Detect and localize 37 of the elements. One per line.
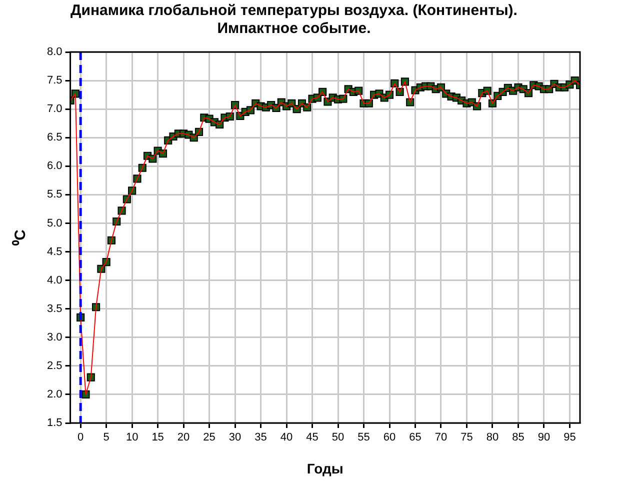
y-tick-label: 1.5 <box>46 417 62 430</box>
y-axis-title: ⁰C <box>11 229 30 246</box>
x-tick-label: 75 <box>460 432 473 444</box>
x-axis-title: Годы <box>306 460 344 476</box>
y-tick-label: 6.0 <box>46 160 62 172</box>
x-tick-label: 60 <box>383 432 396 444</box>
x-tick-label: 95 <box>564 432 576 444</box>
x-tick-label: 0 <box>78 432 84 444</box>
chart-title: Динамика глобальной температуры воздуха. (Континенты). Импактное событие. <box>70 2 518 38</box>
x-tick-label: 25 <box>203 432 216 444</box>
x-tick-label: 70 <box>434 432 448 444</box>
x-tick-label: 15 <box>152 432 164 444</box>
x-tick-label: 85 <box>512 432 524 444</box>
y-tick-label: 7.0 <box>46 103 62 116</box>
x-tick-label: 50 <box>332 432 344 444</box>
y-tick-label: 4.0 <box>46 274 62 286</box>
y-tick-label: 3.0 <box>46 331 62 344</box>
x-tick-label: 65 <box>409 432 422 444</box>
y-tick-label: 3.5 <box>46 302 62 315</box>
y-tick-label: 8.0 <box>46 46 62 58</box>
y-tick-label: 6.5 <box>46 132 62 144</box>
x-tick-label: 30 <box>228 432 242 444</box>
x-tick-label: 90 <box>538 432 550 444</box>
x-tick-label: 45 <box>306 432 318 444</box>
x-tick-label: 5 <box>103 432 110 444</box>
x-tick-label: 10 <box>126 432 138 444</box>
y-tick-label: 2.5 <box>46 360 62 372</box>
x-tick-label: 80 <box>486 432 499 444</box>
x-tick-label: 35 <box>254 432 267 444</box>
y-tick-label: 5.5 <box>46 188 62 201</box>
x-tick-label: 55 <box>358 432 370 444</box>
y-tick-label: 5.0 <box>46 217 62 230</box>
x-tick-label: 20 <box>177 432 190 444</box>
y-tick-label: 7.5 <box>46 74 62 87</box>
y-tick-label: 2.0 <box>46 388 62 400</box>
y-tick-label: 4.5 <box>46 246 62 258</box>
x-tick-label: 40 <box>280 432 293 444</box>
